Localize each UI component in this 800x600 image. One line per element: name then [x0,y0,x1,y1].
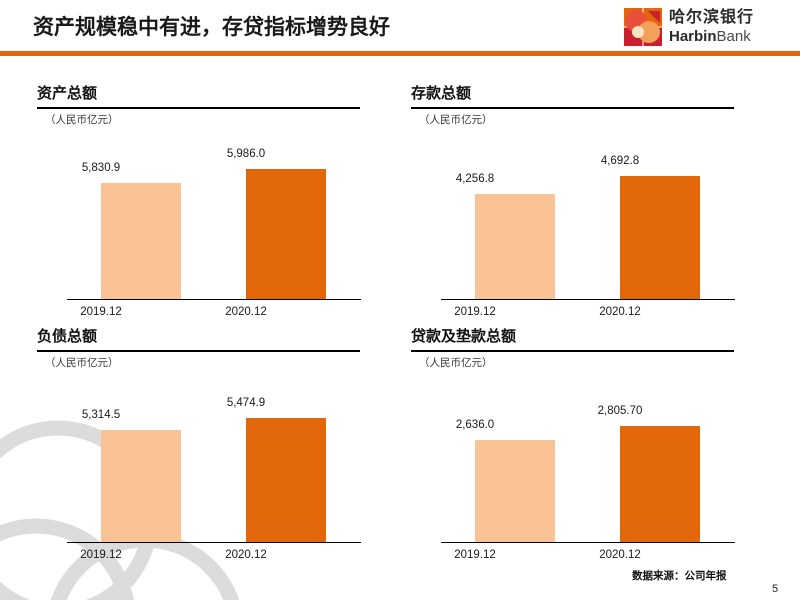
logo-name-en-bold: Harbin [669,28,717,45]
bar-value-label: 4,256.8 [455,173,495,185]
bar-2019 [475,194,555,299]
x-tick-label: 2019.12 [454,306,496,318]
chart-panel-total-deposits: 存款总额 （人民币亿元） 4,256.8 4,692.8 2019.12 202… [405,82,740,318]
bar-2019 [101,430,181,542]
chart-plot-area: 5,830.9 5,986.0 [31,130,366,300]
bar-value-label: 5,830.9 [81,162,121,174]
chart-title-underline [411,107,734,109]
chart-title: 资产总额 [37,85,98,102]
bar-value-label: 5,986.0 [226,148,266,160]
data-source-note: 数据来源：公司年报 [632,571,727,582]
x-tick-label: 2019.12 [80,549,122,561]
logo-name-cn: 哈尔滨银行 [669,9,755,26]
bar-2020 [246,169,326,299]
bar-2019 [101,183,181,299]
logo-name-en: HarbinBank [669,29,754,44]
chart-plot-area: 4,256.8 4,692.8 [405,130,740,300]
slide-header: 资产规模稳中有进，存贷指标增势良好 哈尔滨银行 HarbinBank [0,0,800,56]
bar-2020 [620,426,700,542]
chart-title: 贷款及垫款总额 [411,328,517,345]
x-tick-label: 2019.12 [80,306,122,318]
x-tick-label: 2020.12 [599,306,641,318]
chart-panel-total-loans: 贷款及垫款总额 （人民币亿元） 2,636.0 2,805.70 2019.12… [405,325,740,561]
bar-2019 [475,440,555,542]
chart-unit-label: （人民币亿元） [419,357,493,369]
chart-unit-label: （人民币亿元） [45,357,119,369]
x-axis-line [441,298,735,300]
page-title: 资产规模稳中有进，存贷指标增势良好 [33,16,390,39]
bar-value-label: 2,636.0 [455,419,495,431]
chart-unit-label: （人民币亿元） [45,114,119,126]
chart-panel-total-liabilities: 负债总额 （人民币亿元） 5,314.5 5,474.9 2019.12 202… [31,325,366,561]
x-tick-label: 2020.12 [599,549,641,561]
x-tick-label: 2020.12 [225,306,267,318]
chart-title-underline [411,350,734,352]
chart-title-underline [37,107,360,109]
chart-title: 负债总额 [37,328,98,345]
x-tick-label: 2020.12 [225,549,267,561]
bar-2020 [246,418,326,542]
x-axis-line [67,541,361,543]
chart-panel-total-assets: 资产总额 （人民币亿元） 5,830.9 5,986.0 2019.12 202… [31,82,366,318]
chart-title-underline [37,350,360,352]
chart-plot-area: 2,636.0 2,805.70 [405,373,740,543]
x-tick-label: 2019.12 [454,549,496,561]
logo-name-en-light: Bank [716,28,751,45]
bar-value-label: 5,474.9 [226,397,266,409]
x-axis-line [67,298,361,300]
header-divider [0,51,800,56]
logo-wordmark: 哈尔滨银行 HarbinBank [669,9,755,45]
x-axis-line [441,541,735,543]
chart-title: 存款总额 [411,85,472,102]
chart-unit-label: （人民币亿元） [419,114,493,126]
bar-value-label: 4,692.8 [600,155,640,167]
bar-value-label: 2,805.70 [597,405,643,417]
harbin-bank-logo: 哈尔滨银行 HarbinBank [624,6,789,48]
page-number: 5 [772,583,779,595]
bank-logo-icon [624,8,662,46]
chart-plot-area: 5,314.5 5,474.9 [31,373,366,543]
bar-2020 [620,176,700,299]
bar-value-label: 5,314.5 [81,409,121,421]
